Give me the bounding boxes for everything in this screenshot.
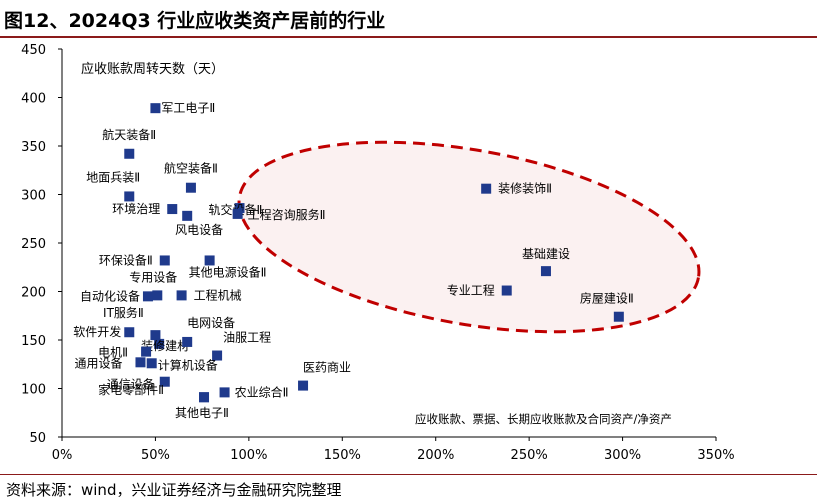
y-tick-label: 350: [21, 140, 46, 155]
x-tick-label: 300%: [604, 448, 641, 463]
y-tick-label: 450: [21, 43, 46, 58]
source-note: 资料来源：wind，兴业证券经济与金融研究院整理: [6, 481, 342, 499]
point-label: 航空装备Ⅱ: [164, 161, 218, 176]
data-point: [540, 266, 551, 277]
point-label: 计算机设备: [158, 357, 218, 372]
point-label: 医药商业: [303, 360, 351, 375]
data-point: [185, 182, 196, 193]
data-point: [154, 338, 165, 349]
data-point: [150, 330, 161, 341]
chart-title: 图12、2024Q3 行业应收类资产居前的行业: [4, 10, 386, 32]
data-point: [124, 148, 135, 159]
point-label: 自动化设备: [80, 289, 140, 303]
point-label: 基础建设: [522, 247, 570, 261]
data-point: [152, 290, 163, 301]
data-point: [481, 183, 492, 194]
point-label: 工程机械: [194, 287, 242, 302]
point-label: 通用设备: [74, 356, 122, 370]
x-tick-label: 150%: [324, 448, 361, 463]
point-label: 电网设备: [187, 316, 235, 330]
data-point: [124, 191, 135, 202]
data-point: [212, 350, 223, 361]
y-tick-label: 100: [21, 383, 46, 398]
point-label: 工程咨询服务Ⅱ: [248, 207, 326, 222]
point-label: 电机Ⅱ: [98, 346, 128, 360]
point-label: 通信设备: [107, 378, 155, 392]
point-label: 其他电源设备Ⅱ: [189, 265, 267, 279]
x-tick-label: 50%: [141, 448, 170, 463]
point-label: 专业工程: [447, 283, 495, 298]
data-point: [234, 203, 245, 214]
point-label: 军工电子Ⅱ: [161, 101, 215, 115]
source-divider: [0, 474, 817, 475]
data-point: [141, 346, 152, 357]
chart-axes: 0% 50% 100% 150% 200% 250% 300% 350% 50 100 150 200…: [21, 43, 734, 463]
data-point: [182, 210, 193, 221]
x-axis-label: 应收账款、票据、长期应收账款及合同资产/净资产: [415, 412, 672, 426]
point-label: 环保设备Ⅱ: [99, 253, 153, 267]
point-label: 房屋建设Ⅱ: [580, 291, 634, 306]
x-tick-label: 100%: [230, 448, 267, 463]
x-tick-label: 0%: [52, 448, 73, 463]
point-label: 软件开发: [73, 324, 121, 339]
data-point: [146, 358, 157, 369]
data-point: [298, 380, 309, 391]
data-point: [182, 336, 193, 347]
point-label: 家电零部件Ⅱ: [98, 382, 164, 397]
data-point: [501, 285, 512, 296]
point-label: 油服工程: [223, 330, 271, 345]
point-label: 地面兵装Ⅱ: [86, 170, 140, 184]
data-point: [135, 357, 146, 368]
data-points: 军工电子Ⅱ航天装备Ⅱ地面兵装Ⅱ航空装备Ⅱ轨交设备Ⅱ环境治理工程咨询服务Ⅱ风电设备…: [73, 101, 634, 420]
x-tick-label: 350%: [697, 448, 734, 463]
y-tick-label: 150: [21, 334, 46, 349]
y-tick-label: 400: [21, 92, 46, 107]
data-point: [150, 103, 161, 114]
data-point: [142, 291, 153, 302]
x-tick-label: 250%: [511, 448, 548, 463]
point-label: 风电设备: [175, 223, 223, 237]
data-point: [159, 255, 170, 266]
data-point: [204, 255, 215, 266]
title-divider: [0, 36, 817, 38]
point-label: 航天装备Ⅱ: [102, 127, 156, 142]
y-tick-label: 200: [21, 286, 46, 301]
point-label: 专用设备: [129, 269, 177, 284]
point-label: 其他电子Ⅱ: [175, 406, 229, 420]
y-axis-label: 应收账款周转天数（天）: [81, 61, 224, 77]
y-tick-label: 50: [29, 431, 46, 446]
data-point: [219, 387, 230, 398]
point-label: 环境治理: [112, 201, 160, 216]
data-point: [232, 208, 243, 219]
data-point: [176, 290, 187, 301]
data-point: [124, 327, 135, 338]
point-label: 农业综合Ⅱ: [235, 384, 289, 399]
data-point: [199, 392, 210, 403]
point-label: 装修装饰Ⅱ: [498, 181, 552, 196]
scatter-chart: 0% 50% 100% 150% 200% 250% 300% 350% 50 100 150 200…: [21, 43, 734, 463]
highlight-ellipse: [237, 140, 701, 334]
point-label: 装修建材: [141, 338, 189, 353]
data-point: [159, 376, 170, 387]
point-label: IT服务Ⅱ: [103, 305, 144, 320]
data-point: [613, 311, 624, 322]
y-tick-label: 250: [21, 237, 46, 252]
y-tick-label: 300: [21, 189, 46, 204]
data-point: [167, 204, 178, 215]
x-tick-label: 200%: [417, 448, 454, 463]
